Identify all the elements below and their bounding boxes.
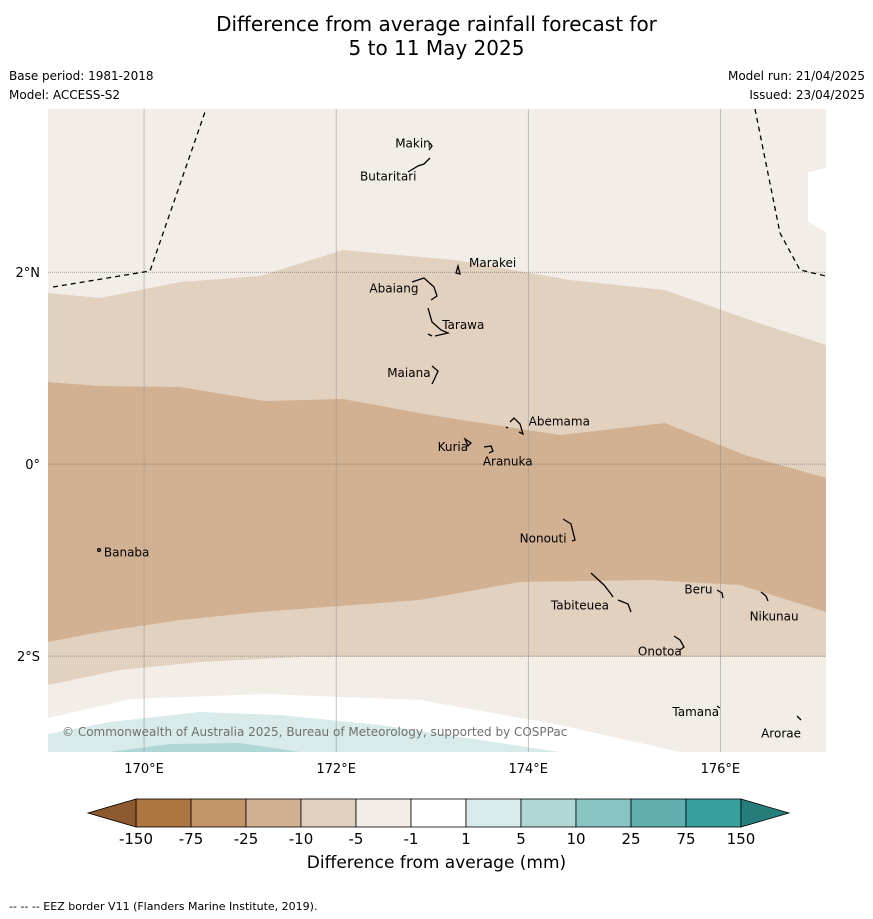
colorbar-segment (135, 798, 192, 828)
longitude-tick-label: 172°E (316, 762, 356, 777)
makin-island (428, 142, 433, 151)
colorbar-tick-label: 150 (727, 830, 756, 848)
model-label: Model: ACCESS-S2 (9, 88, 121, 102)
abemama-island (509, 417, 525, 436)
title-line-2: 5 to 11 May 2025 (348, 36, 525, 60)
place-label: Makin (395, 137, 431, 151)
tamana-island (716, 705, 721, 709)
colorbar-tick-label: 10 (566, 830, 585, 848)
latitude-labels: 2°N 0° 2°S (16, 266, 41, 665)
tarawa-island (427, 307, 451, 337)
map-field: © Commonwealth of Australia 2025, Bureau… (48, 109, 826, 752)
place-label: Onotoa (638, 645, 682, 659)
colorbar-over-arrow (740, 798, 791, 828)
beru-island (716, 589, 724, 599)
no-data-patch (808, 168, 826, 232)
band-drier (48, 382, 826, 642)
butaritari-island (407, 157, 431, 173)
colorbar-under-arrow (86, 798, 137, 828)
colorbar-segments (86, 798, 791, 828)
colorbar-segment (410, 798, 467, 828)
place-label: Nonouti (520, 531, 567, 545)
aranuka-island (483, 445, 494, 454)
eez-border-east (754, 109, 826, 277)
colorbar-tick-label: -25 (234, 830, 259, 848)
place-label: Tabiteuea (550, 599, 609, 613)
colorbar-tick-label: 75 (676, 830, 695, 848)
place-label: Maiana (387, 366, 430, 380)
base-period-label: Base period: 1981-2018 (9, 69, 154, 83)
band-wetter (110, 743, 300, 752)
colorbar-tick-label: 1 (461, 830, 471, 848)
longitude-labels: 170°E 172°E 174°E 176°E (124, 762, 740, 777)
place-label: Nikunau (750, 610, 799, 624)
colorbar-segment (245, 798, 302, 828)
place-label: Tarawa (441, 318, 484, 332)
place-label: Abaiang (369, 281, 418, 295)
colorbar-tick-label: 25 (621, 830, 640, 848)
latitude-tick-label: 0° (25, 458, 40, 473)
kuria-island (463, 437, 473, 448)
rainfall-map: © Commonwealth of Australia 2025, Bureau… (16, 109, 826, 777)
tabiteuea-south (617, 599, 632, 613)
place-label: Banaba (104, 546, 150, 560)
colorbar-tick-labels: -150 -75 -25 -10 -5 -1 1 5 10 25 75 150 (119, 830, 755, 848)
longitude-tick-label: 170°E (124, 762, 164, 777)
colorbar-tick-label: -75 (179, 830, 204, 848)
abaiang-island (411, 277, 438, 301)
title-line-1: Difference from average rainfall forecas… (216, 12, 657, 36)
onotoa-island (673, 635, 685, 651)
banaba-island (96, 547, 102, 553)
model-run-label: Model run: 21/04/2025 (727, 69, 865, 83)
colorbar-title: Difference from average (mm) (306, 853, 567, 873)
arorae-island (796, 715, 802, 721)
maiana-island (431, 365, 439, 385)
place-label: Arorae (761, 726, 801, 740)
meta-left: Base period: 1981-2018 Model: ACCESS-S2 (9, 67, 154, 105)
place-label: Kuria (438, 440, 469, 454)
issued-label: Issued: 23/04/2025 (749, 88, 865, 102)
band-wet (48, 712, 560, 752)
colorbar-segment (630, 798, 687, 828)
colorbar-segment (300, 798, 357, 828)
colorbar-segment (520, 798, 577, 828)
colorbar-segment (190, 798, 247, 828)
tarawa-islet (427, 333, 433, 337)
meta-right: Model run: 21/04/2025 Issued: 23/04/2025 (728, 67, 865, 105)
colorbar-tick-label: -10 (289, 830, 314, 848)
marakei-island (455, 263, 461, 275)
colorbar-segment (575, 798, 632, 828)
nikunau-island (760, 591, 769, 602)
place-label: Butaritari (360, 169, 417, 183)
place-label: Aranuka (483, 455, 533, 469)
islands (96, 142, 802, 721)
copyright-notice: © Commonwealth of Australia 2025, Bureau… (62, 725, 567, 739)
map-title: Difference from average rainfall forecas… (0, 12, 873, 60)
place-label: Tamana (671, 705, 719, 719)
eez-footnote: -- -- -- EEZ border V11 (Flanders Marine… (9, 900, 318, 913)
longitude-tick-label: 176°E (701, 762, 741, 777)
tabiteuea-north (590, 572, 614, 598)
colorbar-tick-label: -150 (119, 830, 153, 848)
abemama-islet (505, 426, 509, 429)
colorbar-segment (685, 798, 742, 828)
nonouti-island (562, 518, 576, 542)
place-label: Marakei (469, 256, 516, 270)
latitude-tick-label: 2°S (17, 650, 40, 665)
longitude-tick-label: 174°E (508, 762, 548, 777)
place-label: Beru (684, 583, 712, 597)
colorbar-tick-label: -1 (404, 830, 419, 848)
colorbar-tick-label: -5 (349, 830, 364, 848)
latitude-tick-label: 2°N (16, 266, 41, 281)
graticule (48, 109, 826, 752)
colorbar-segment (355, 798, 412, 828)
colorbar-tick-label: 5 (516, 830, 526, 848)
place-labels: Makin Butaritari Marakei Abaiang Tarawa Maian… (104, 137, 801, 741)
colorbar-segment (465, 798, 522, 828)
place-label: Abemama (529, 415, 590, 429)
